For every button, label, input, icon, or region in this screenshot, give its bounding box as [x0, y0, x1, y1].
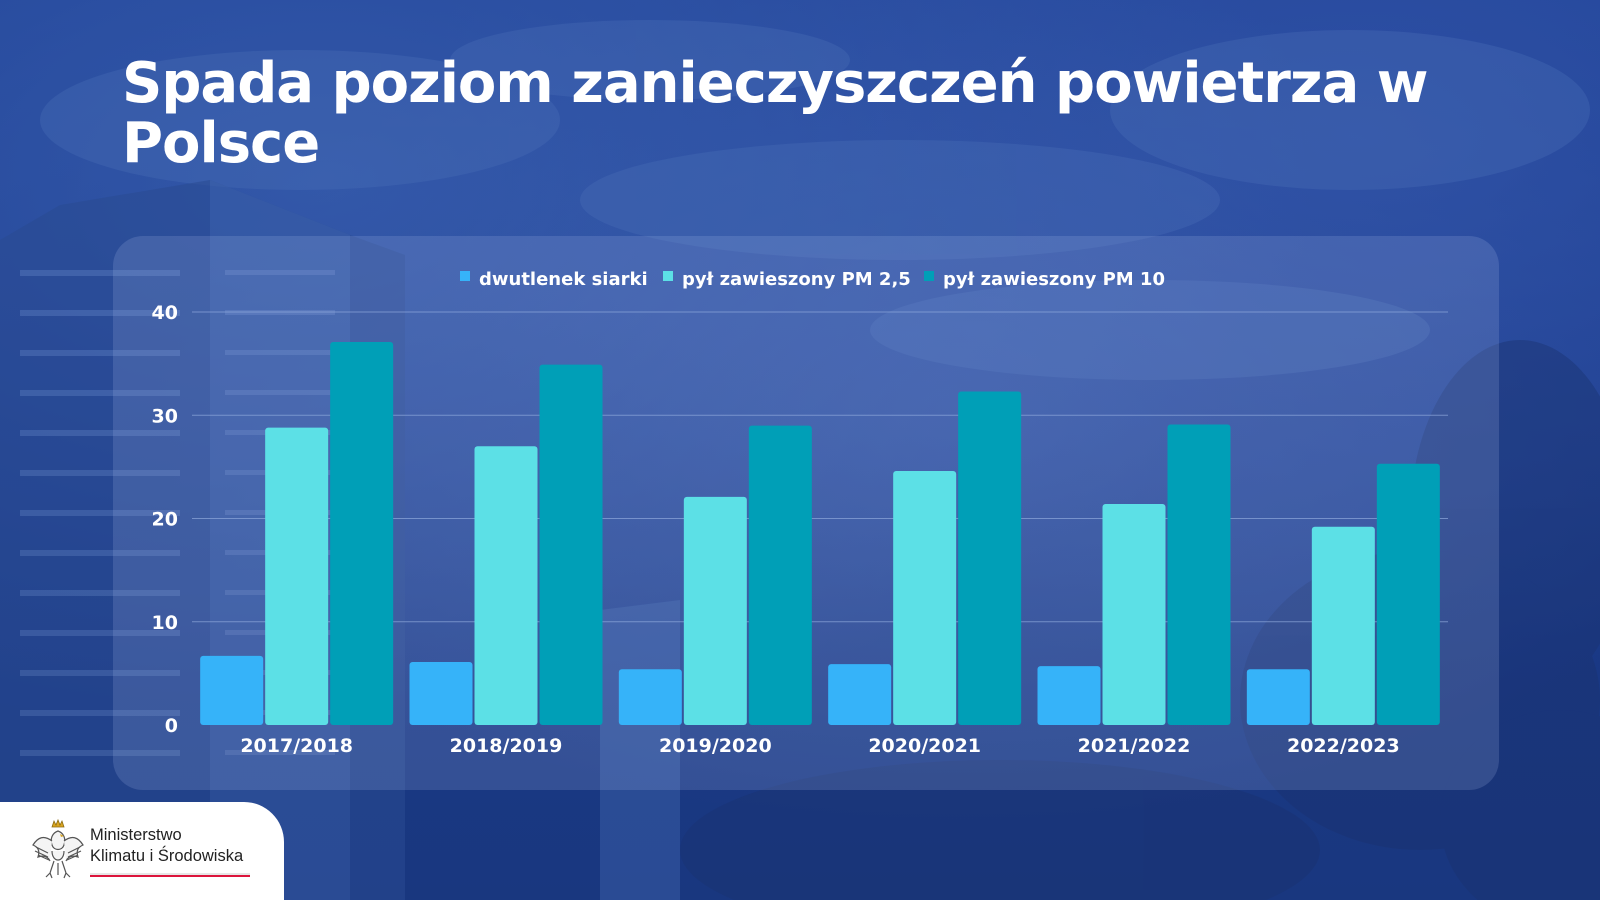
x-tick-label: 2018/2019 — [450, 735, 563, 757]
bar-pm10 — [748, 425, 812, 725]
chart-gridlines — [192, 311, 1448, 623]
y-tick-label: 20 — [152, 509, 178, 531]
x-tick-label: 2017/2018 — [240, 735, 353, 757]
legend-swatch — [663, 271, 673, 281]
bar-so2 — [1246, 669, 1310, 725]
legend-swatch — [924, 271, 934, 281]
ministry-logo-card: Ministerstwo Klimatu i Środowiska — [0, 802, 284, 900]
chart-legend: dwutlenek siarki pył zawieszony PM 2,5 pył… — [460, 269, 1165, 290]
x-tick-label: 2020/2021 — [868, 735, 981, 757]
ministry-name: Ministerstwo Klimatu i Środowiska — [90, 825, 243, 867]
x-tick-label: 2021/2022 — [1078, 735, 1191, 757]
ministry-name-line2: Klimatu i Środowiska — [90, 847, 244, 865]
bar-so2 — [200, 655, 264, 725]
bar-pm25 — [474, 446, 538, 725]
bar-pm10 — [330, 341, 394, 725]
bar-pm10 — [1376, 463, 1440, 725]
bar-pm25 — [683, 496, 747, 725]
bar-pm25 — [1311, 526, 1375, 725]
bar-so2 — [828, 664, 892, 725]
x-axis-ticks: 2017/2018 2018/2019 2019/2020 2020/2021 2021… — [240, 735, 1399, 757]
bar-pm25 — [265, 427, 329, 725]
legend-swatch — [460, 271, 470, 281]
legend-label: dwutlenek siarki — [479, 269, 648, 290]
bar-so2 — [618, 669, 682, 725]
polish-eagle-emblem-icon — [32, 818, 84, 879]
bar-pm10 — [539, 364, 603, 725]
polish-flag-stripe — [90, 873, 250, 877]
slide-title: Spada poziom zanieczyszczeń powietrza w … — [122, 51, 1429, 176]
chart-bars — [200, 341, 1440, 725]
y-tick-label: 0 — [165, 715, 178, 737]
bar-so2 — [409, 662, 473, 725]
bar-pm25 — [893, 471, 957, 725]
ministry-name-line1: Ministerstwo — [90, 826, 182, 844]
legend-label: pył zawieszony PM 2,5 — [682, 269, 911, 290]
bar-pm25 — [1102, 504, 1166, 725]
x-tick-label: 2022/2023 — [1287, 735, 1400, 757]
y-tick-label: 40 — [152, 302, 178, 324]
bar-so2 — [1037, 666, 1101, 725]
x-tick-label: 2019/2020 — [659, 735, 772, 757]
bar-pm10 — [1167, 424, 1231, 725]
y-tick-label: 30 — [152, 405, 178, 427]
y-axis-ticks: 0 10 20 30 40 — [152, 302, 178, 737]
legend-label: pył zawieszony PM 10 — [943, 269, 1165, 290]
y-tick-label: 10 — [152, 612, 178, 634]
bar-pm10 — [958, 391, 1022, 725]
